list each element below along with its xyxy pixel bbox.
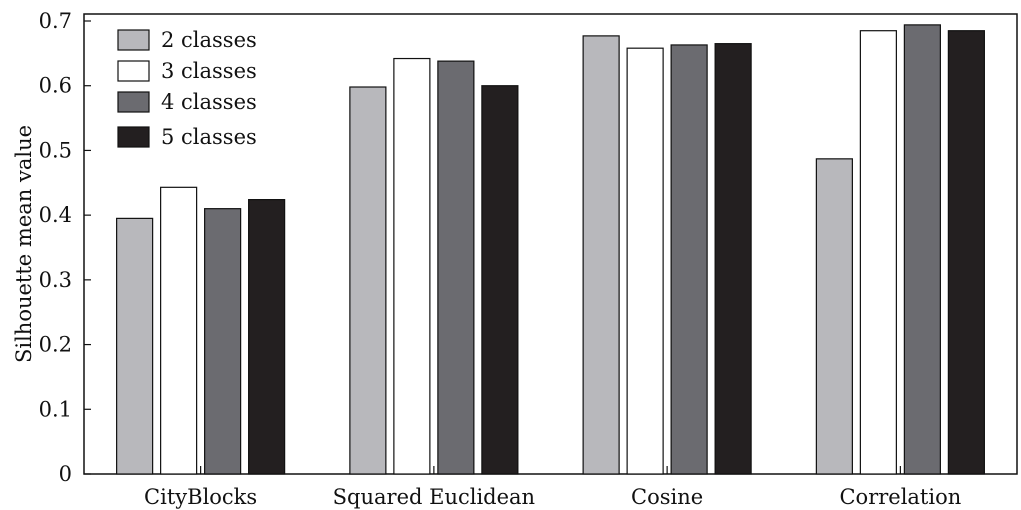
- bar: [204, 208, 242, 475]
- y-tick-label: 0.3: [39, 268, 72, 292]
- bar: [947, 30, 985, 475]
- bar: [116, 217, 154, 475]
- x-tick-label: Correlation: [839, 485, 961, 509]
- bar: [670, 44, 708, 475]
- y-tick-label: 0.2: [39, 333, 72, 357]
- bar: [160, 186, 198, 475]
- bars: [116, 24, 985, 475]
- y-tick-label: 0.7: [39, 9, 72, 33]
- legend-swatch: [117, 126, 150, 148]
- bar: [903, 24, 941, 475]
- x-tick-label: Cosine: [631, 485, 703, 509]
- y-tick-label: 0.1: [39, 397, 72, 421]
- x-tick-label: CityBlocks: [144, 485, 257, 509]
- y-axis-label: Silhouette mean value: [12, 125, 36, 363]
- plot-area: [83, 13, 1018, 475]
- bar: [582, 35, 620, 475]
- legend-swatch: [117, 29, 150, 51]
- legend-swatch: [117, 60, 150, 82]
- x-axis: CityBlocks Squared Euclidean Cosine Correla…: [144, 466, 961, 509]
- legend-swatch: [117, 91, 150, 113]
- bar: [714, 43, 752, 475]
- legend-label: 4 classes: [161, 90, 257, 114]
- legend: 2 classes 3 classes 4 classes 5 classes: [117, 28, 257, 149]
- x-tick-label: Squared Euclidean: [333, 485, 535, 509]
- y-tick-label: 0.5: [39, 138, 72, 162]
- legend-label: 2 classes: [161, 28, 257, 52]
- y-tick-label: 0.4: [39, 203, 72, 227]
- bar: [437, 60, 475, 475]
- plot-frame: [83, 13, 1018, 475]
- bar: [349, 86, 387, 475]
- y-tick-label: 0: [59, 462, 72, 486]
- bar: [859, 30, 897, 475]
- bar: [815, 158, 853, 475]
- y-axis: 0 0.1 0.2 0.3 0.4 0.5 0.6 0.7: [39, 9, 91, 486]
- bar: [481, 85, 519, 475]
- y-tick-label: 0.6: [39, 74, 72, 98]
- bar: [626, 47, 664, 475]
- bar: [248, 199, 286, 475]
- bar: [393, 57, 431, 475]
- legend-label: 5 classes: [161, 125, 257, 149]
- legend-label: 3 classes: [161, 59, 257, 83]
